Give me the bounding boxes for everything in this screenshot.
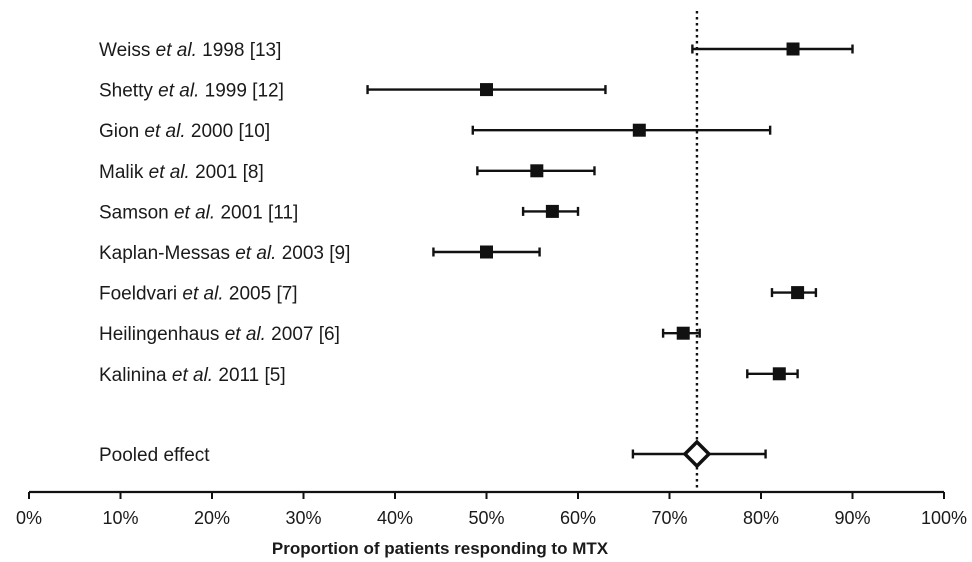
pooled-row: Pooled effect: [99, 439, 767, 469]
point-estimate-1: [480, 83, 493, 97]
x-tick-label-4: 40%: [377, 508, 413, 528]
x-tick-label-1: 10%: [102, 508, 138, 528]
pooled-diamond: [682, 439, 712, 469]
study-label-8: Kalinina et al. 2011 [5]: [99, 365, 286, 386]
x-tick-label-7: 70%: [651, 508, 687, 528]
point-estimate-5: [480, 245, 493, 259]
pooled-label: Pooled effect: [99, 445, 210, 466]
study-label-2: Gion et al. 2000 [10]: [99, 121, 270, 142]
x-tick-label-6: 60%: [560, 508, 596, 528]
x-tick-label-5: 50%: [468, 508, 504, 528]
x-tick-label-3: 30%: [285, 508, 321, 528]
point-estimate-3: [530, 164, 544, 178]
point-estimate-4: [545, 204, 559, 218]
study-label-5: Kaplan-Messas et al. 2003 [9]: [99, 243, 350, 264]
study-row-8: Kalinina et al. 2011 [5]: [99, 365, 799, 386]
x-tick-label-2: 20%: [194, 508, 230, 528]
study-row-2: Gion et al. 2000 [10]: [99, 121, 772, 142]
x-tick-label-0: 0%: [16, 508, 42, 528]
study-row-3: Malik et al. 2001 [8]: [99, 162, 596, 183]
point-estimate-7: [676, 326, 690, 340]
study-label-7: Heilingenhaus et al. 2007 [6]: [99, 324, 340, 345]
point-estimate-8: [772, 367, 786, 381]
x-tick-label-8: 80%: [743, 508, 779, 528]
study-label-3: Malik et al. 2001 [8]: [99, 162, 264, 183]
study-label-1: Shetty et al. 1999 [12]: [99, 81, 284, 102]
study-row-1: Shetty et al. 1999 [12]: [99, 81, 607, 102]
study-row-0: Weiss et al. 1998 [13]: [99, 40, 854, 61]
study-row-5: Kaplan-Messas et al. 2003 [9]: [99, 243, 541, 264]
study-row-4: Samson et al. 2001 [11]: [99, 202, 580, 223]
study-label-0: Weiss et al. 1998 [13]: [99, 40, 281, 61]
point-estimate-2: [632, 123, 646, 137]
point-estimate-6: [791, 286, 805, 300]
study-label-6: Foeldvari et al. 2005 [7]: [99, 284, 298, 305]
x-tick-label-10: 100%: [921, 508, 967, 528]
x-axis-title: Proportion of patients responding to MTX: [272, 539, 609, 558]
study-row-6: Foeldvari et al. 2005 [7]: [99, 284, 818, 305]
study-row-7: Heilingenhaus et al. 2007 [6]: [99, 324, 701, 345]
study-label-4: Samson et al. 2001 [11]: [99, 202, 298, 223]
x-tick-label-9: 90%: [834, 508, 870, 528]
point-estimate-0: [786, 42, 800, 56]
